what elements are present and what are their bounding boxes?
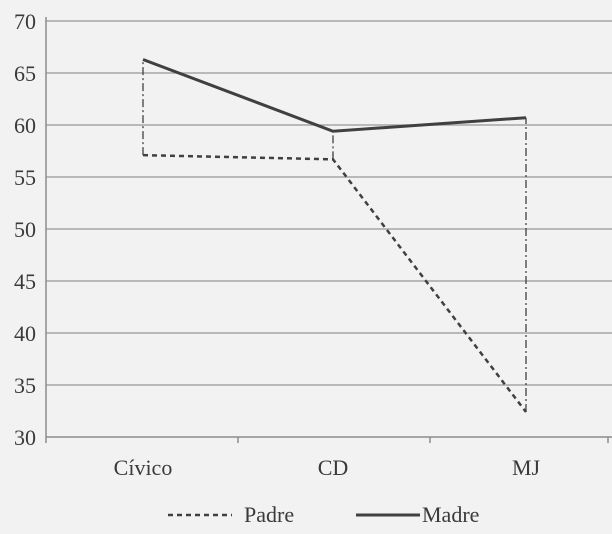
x-tick-label-3: MJ [512, 455, 541, 480]
legend-label-madre: Madre [422, 502, 479, 527]
axes: 30 35 40 45 50 55 60 65 70 Cívico CD MJ [14, 9, 612, 480]
y-tick-label-35: 35 [14, 373, 36, 398]
y-tick-label-70: 70 [14, 9, 36, 34]
y-tick-label-50: 50 [14, 217, 36, 242]
grid-lines [46, 20, 612, 386]
y-tick-label-65: 65 [14, 61, 36, 86]
series-line-madre [142, 58, 527, 133]
legend-label-padre: Padre [244, 502, 294, 527]
x-tick-label-1: Cívico [114, 455, 173, 480]
y-tick-label-60: 60 [14, 113, 36, 138]
series-line-padre [142, 153, 527, 413]
y-tick-label-45: 45 [14, 269, 36, 294]
drop-lines [142, 59, 527, 413]
legend: Padre Madre [168, 502, 479, 527]
x-tick-label-2: CD [318, 455, 349, 480]
y-tick-label-55: 55 [14, 165, 36, 190]
y-tick-label-40: 40 [14, 321, 36, 346]
series-lines [142, 58, 527, 413]
y-tick-label-30: 30 [14, 425, 36, 450]
